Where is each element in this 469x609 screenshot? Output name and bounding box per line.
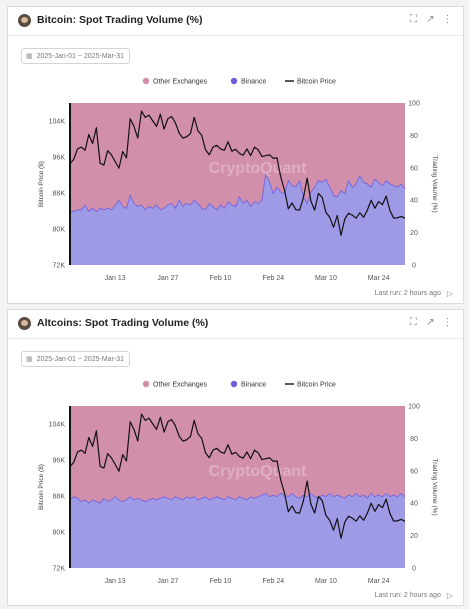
- y-left-tick: 72K: [53, 566, 66, 573]
- legend-bitcoin-price: Bitcoin Price: [285, 382, 336, 389]
- binance-line: [70, 172, 406, 213]
- y-left-tick: 104K: [49, 422, 66, 429]
- binance-line: [69, 492, 406, 504]
- header-divider: [8, 35, 463, 36]
- x-tick: Mar 24: [368, 275, 390, 282]
- legend-other-exchanges: Other Exchanges: [142, 380, 208, 389]
- last-run-label: Last run: 2 hours ago: [374, 290, 441, 297]
- bitcoin-price-line: [69, 413, 406, 539]
- panel-footer: Last run: 2 hours ago ▷: [375, 289, 453, 298]
- legend-other-exchanges-marker: [142, 380, 150, 388]
- y-left-tick: 80K: [53, 227, 66, 234]
- legend-bitcoin-price: Bitcoin Price: [285, 79, 336, 86]
- y-right-axis-title: Trading Volume (%): [431, 458, 438, 515]
- date-range-picker[interactable]: ▦ 2025-Jan-01 ~ 2025-Mar-31: [21, 351, 130, 367]
- y-right-tick: 100: [408, 101, 420, 108]
- x-tick: Feb 24: [262, 275, 284, 282]
- play-icon[interactable]: ▷: [446, 591, 453, 600]
- y-left-tick: 72K: [53, 263, 66, 270]
- date-range-label: 2025-Jan-01 ~ 2025-Mar-31: [36, 52, 124, 60]
- x-tick: Feb 24: [262, 578, 284, 585]
- legend-binance-label: Binance: [241, 382, 266, 389]
- legend-binance-marker: [230, 77, 238, 85]
- last-run-label: Last run: 2 hours ago: [374, 592, 441, 599]
- watermark: CryptoQuant: [209, 463, 307, 480]
- expand-icon[interactable]: ⛶: [410, 317, 417, 328]
- binance-area: [70, 493, 405, 568]
- play-icon[interactable]: ▷: [446, 289, 453, 298]
- altcoins-volume-panel: Altcoins: Spot Trading Volume (%) ⛶ ↗ ⋮ …: [7, 309, 464, 606]
- chart-legend: Other Exchanges Binance Bitcoin Price: [142, 77, 336, 86]
- y-right-tick: 80: [410, 133, 418, 140]
- y-right-tick: 40: [410, 501, 418, 508]
- altcoins-volume-chart: Other Exchanges Binance Bitcoin Price Crypt…: [38, 380, 438, 585]
- y-right-tick: 0: [412, 566, 416, 573]
- calendar-icon: ▦: [26, 53, 33, 60]
- legend-binance: Binance: [230, 77, 266, 86]
- y-right-tick: 80: [410, 436, 418, 443]
- x-tick: Jan 27: [157, 275, 178, 282]
- y-left-tick: 104K: [49, 119, 66, 126]
- y-left-tick: 88K: [53, 494, 66, 501]
- y-right-tick: 60: [410, 468, 418, 475]
- y-right-tick: 40: [410, 198, 418, 205]
- x-tick: Mar 10: [315, 578, 337, 585]
- legend-other-exchanges-marker: [142, 77, 150, 85]
- x-tick: Jan 13: [105, 578, 126, 585]
- panel-title: Altcoins: Spot Trading Volume (%): [37, 317, 209, 329]
- bitcoin-volume-chart: Other Exchanges Binance Bitcoin Price Crypt…: [38, 77, 438, 282]
- panel-actions: ⛶ ↗ ⋮: [408, 317, 453, 329]
- y-left-tick: 96K: [53, 155, 66, 162]
- date-range-picker[interactable]: ▦ 2025-Jan-01 ~ 2025-Mar-31: [21, 48, 130, 64]
- external-link-icon[interactable]: ↗: [426, 317, 435, 328]
- y-right-tick: 100: [408, 404, 420, 411]
- bitcoin-price-line: [69, 110, 406, 236]
- y-right-tick: 0: [412, 263, 416, 270]
- avatar: [18, 14, 31, 27]
- watermark: CryptoQuant: [209, 160, 307, 177]
- more-icon[interactable]: ⋮: [442, 317, 453, 328]
- x-tick: Mar 24: [368, 578, 390, 585]
- bitcoin-volume-panel: Bitcoin: Spot Trading Volume (%) ⛶ ↗ ⋮ ▦…: [7, 6, 464, 304]
- y-left-axis-title: Bitcoin Price ($): [38, 161, 45, 207]
- legend-binance-label: Binance: [241, 79, 266, 86]
- more-icon[interactable]: ⋮: [442, 14, 453, 25]
- legend-binance: Binance: [230, 380, 266, 389]
- y-right-tick: 20: [410, 230, 418, 237]
- x-tick: Feb 10: [210, 275, 232, 282]
- legend-other-exchanges-label: Other Exchanges: [153, 382, 208, 389]
- legend-other-exchanges-label: Other Exchanges: [153, 79, 208, 86]
- legend-binance-marker: [230, 380, 238, 388]
- y-right-tick: 20: [410, 533, 418, 540]
- avatar: [18, 317, 31, 330]
- y-left-tick: 80K: [53, 530, 66, 537]
- panel-title: Bitcoin: Spot Trading Volume (%): [37, 14, 203, 26]
- panel-actions: ⛶ ↗ ⋮: [408, 14, 453, 26]
- x-tick: Jan 13: [105, 275, 126, 282]
- y-right-tick: 60: [410, 165, 418, 172]
- x-tick: Mar 10: [315, 275, 337, 282]
- y-left-tick: 96K: [53, 458, 66, 465]
- date-range-label: 2025-Jan-01 ~ 2025-Mar-31: [36, 355, 124, 363]
- panel-header: Altcoins: Spot Trading Volume (%) ⛶ ↗ ⋮: [8, 310, 463, 338]
- panel-footer: Last run: 2 hours ago ▷: [375, 591, 453, 600]
- legend-bitcoin-price-label: Bitcoin Price: [297, 79, 336, 86]
- legend-bitcoin-price-label: Bitcoin Price: [297, 382, 336, 389]
- header-divider: [8, 338, 463, 339]
- y-left-axis-title: Bitcoin Price ($): [38, 464, 45, 510]
- expand-icon[interactable]: ⛶: [410, 14, 417, 25]
- chart-legend: Other Exchanges Binance Bitcoin Price: [142, 380, 336, 389]
- y-right-axis-title: Trading Volume (%): [431, 155, 438, 212]
- external-link-icon[interactable]: ↗: [426, 14, 435, 25]
- y-left-tick: 88K: [53, 191, 66, 198]
- x-tick: Feb 10: [210, 578, 232, 585]
- legend-other-exchanges: Other Exchanges: [142, 77, 208, 86]
- calendar-icon: ▦: [26, 356, 33, 363]
- panel-header: Bitcoin: Spot Trading Volume (%) ⛶ ↗ ⋮: [8, 7, 463, 35]
- x-tick: Jan 27: [157, 578, 178, 585]
